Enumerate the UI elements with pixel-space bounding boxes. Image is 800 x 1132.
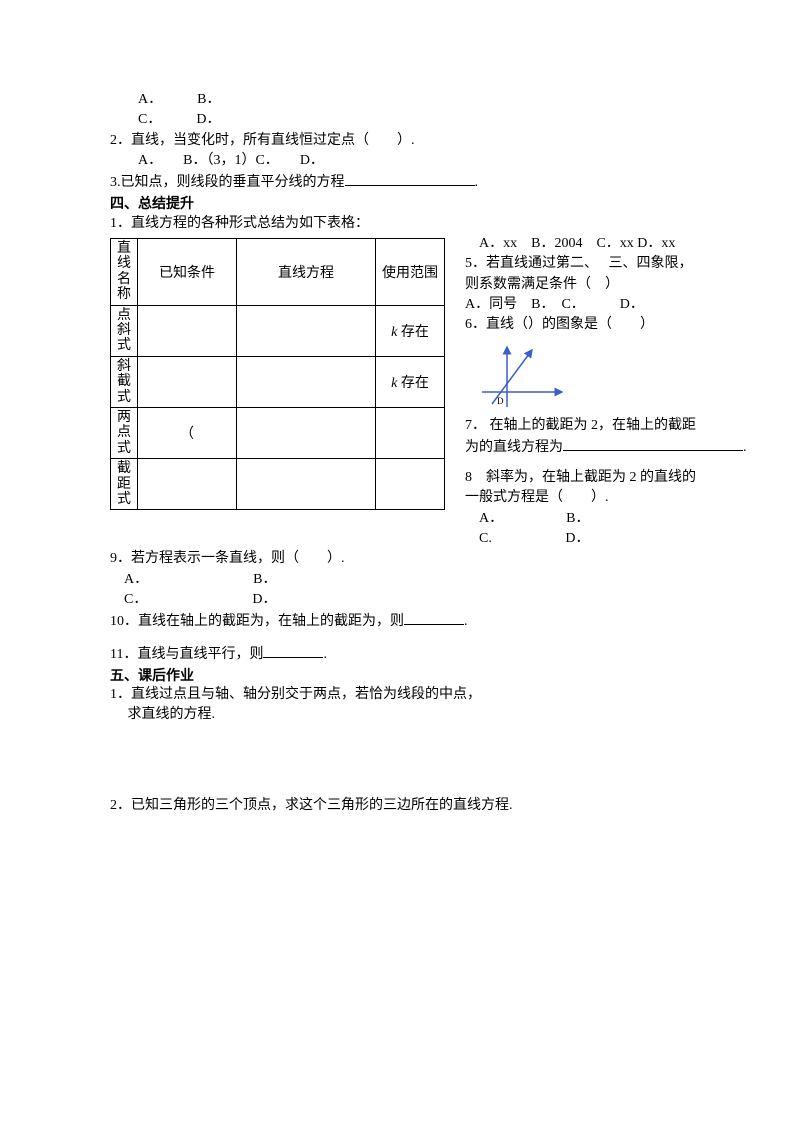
table-wrapper: 直线名称 已知条件 直线方程 使用范围 点斜式 k 存在 斜截式 k 存在	[110, 234, 445, 510]
q6-graph: D	[477, 342, 567, 412]
hw2-stem: 2．已知三角形的三个顶点，求这个三角形的三边所在的直线方程.	[110, 796, 690, 816]
cell-ic-range	[376, 459, 445, 510]
q9-opts-ab: A． B．	[110, 570, 690, 590]
cell-ic-eq	[237, 459, 376, 510]
q9-opts-cd: C． D．	[110, 590, 690, 610]
q5-options: A．同号 B． C． D．	[465, 295, 747, 315]
q3-blank[interactable]	[345, 171, 475, 186]
page: A． B． C． D． 2．直线，当变化时，所有直线恒过定点（ ）. A． B．…	[0, 0, 800, 856]
table-and-right-column: 直线名称 已知条件 直线方程 使用范围 点斜式 k 存在 斜截式 k 存在	[110, 234, 690, 549]
right-column: A．xx B．2004 C．xx D．xx 5．若直线通过第二、 三、四象限， …	[465, 234, 747, 549]
cell-tp-cond: （	[138, 407, 237, 458]
q1-options-ab: A． B．	[110, 90, 690, 110]
spacer2	[110, 633, 690, 643]
q8-opts-cd: C. D．	[465, 529, 747, 549]
cell-ps-eq	[237, 305, 376, 356]
q10-blank[interactable]	[404, 610, 464, 625]
q11-stem: 11．直线与直线平行，则.	[110, 643, 690, 665]
hw1-line2: 求直线的方程.	[110, 705, 690, 725]
cell-si-eq	[237, 356, 376, 407]
q8-line2: 一般式方程是（ ）.	[465, 488, 747, 508]
q1-options-cd: C． D．	[110, 110, 690, 130]
graph-label-d: D	[497, 396, 504, 406]
section-4-title: 四、总结提升	[110, 193, 690, 213]
row-point-slope: 点斜式	[111, 305, 138, 356]
cell-si-cond	[138, 356, 237, 407]
cell-ps-range: k 存在	[376, 305, 445, 356]
th-equation: 直线方程	[237, 239, 376, 306]
q2-options: A． B．（3，1）C． D．	[110, 151, 690, 171]
q11-blank[interactable]	[263, 643, 323, 658]
cell-tp-range	[376, 407, 445, 458]
cell-ps-cond	[138, 305, 237, 356]
q8-line1: 8 斜率为，在轴上截距为 2 的直线的	[465, 468, 747, 488]
q4-options: A．xx B．2004 C．xx D．xx	[465, 234, 747, 254]
spacer3	[110, 726, 690, 796]
section-4-intro: 1．直线方程的各种形式总结为如下表格：	[110, 214, 690, 234]
cell-ic-cond	[138, 459, 237, 510]
q9-stem: 9．若方程表示一条直线，则（ ）.	[110, 549, 690, 569]
cell-si-range: k 存在	[376, 356, 445, 407]
hw1-line1: 1．直线过点且与轴、轴分别交于两点，若恰为线段的中点，	[110, 685, 690, 705]
q5-line2: 则系数需满足条件（ ）	[465, 275, 747, 295]
q2-stem: 2．直线，当变化时，所有直线恒过定点（ ）.	[110, 131, 690, 151]
q7-line2: 为的直线方程为.	[465, 436, 747, 458]
q5-line1: 5．若直线通过第二、 三、四象限，	[465, 254, 747, 274]
th-name: 直线名称	[111, 239, 138, 306]
q7-blank[interactable]	[563, 436, 743, 451]
line-forms-table: 直线名称 已知条件 直线方程 使用范围 点斜式 k 存在 斜截式 k 存在	[110, 238, 445, 510]
q8-opts-ab: A． B．	[465, 509, 747, 529]
q10-stem: 10．直线在轴上的截距为，在轴上的截距为，则.	[110, 610, 690, 632]
row-intercept: 截距式	[111, 459, 138, 510]
th-condition: 已知条件	[138, 239, 237, 306]
th-range: 使用范围	[376, 239, 445, 306]
section-5-title: 五、课后作业	[110, 665, 690, 685]
q7-line1: 7． 在轴上的截距为 2，在轴上的截距	[465, 416, 747, 436]
spacer	[465, 458, 747, 468]
row-slope-intercept: 斜截式	[111, 356, 138, 407]
q6-stem: 6．直线（）的图象是（ ）	[465, 315, 747, 335]
cell-tp-eq	[237, 407, 376, 458]
axes-svg: D	[477, 342, 567, 412]
row-two-point: 两点式	[111, 407, 138, 458]
q3-stem: 3.已知点，则线段的垂直平分线的方程.	[110, 171, 690, 193]
